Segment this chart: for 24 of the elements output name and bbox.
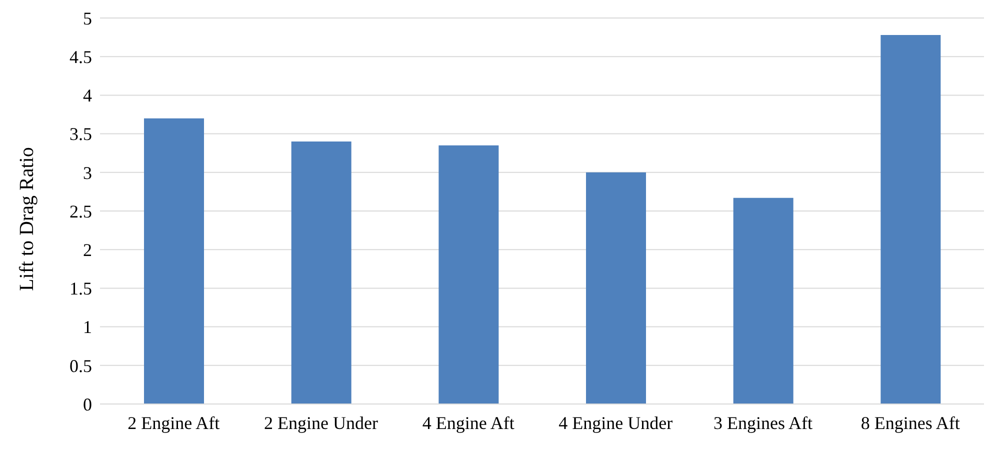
bar bbox=[586, 172, 646, 404]
bar bbox=[733, 198, 794, 404]
y-tick-label: 1.5 bbox=[70, 278, 92, 299]
x-tick-label: 4 Engine Aft bbox=[422, 412, 514, 433]
x-tick-label: 4 Engine Under bbox=[558, 412, 673, 433]
bar bbox=[438, 145, 499, 404]
x-tick-label: 2 Engine Under bbox=[264, 412, 378, 433]
y-tick-label: 5 bbox=[83, 8, 92, 28]
bar bbox=[144, 118, 204, 404]
y-tick-label: 3.5 bbox=[70, 124, 92, 144]
y-tick-label: 0.5 bbox=[70, 356, 92, 376]
x-tick-label: 8 Engines Aft bbox=[860, 412, 960, 433]
bar bbox=[880, 34, 941, 404]
x-tick-label: 3 Engines Aft bbox=[714, 412, 812, 433]
y-tick-label: 3 bbox=[83, 162, 92, 183]
bar bbox=[291, 142, 352, 404]
y-tick-label: 4 bbox=[83, 86, 92, 106]
y-tick-label: 0 bbox=[83, 394, 92, 414]
x-tick-label: 2 Engine Aft bbox=[128, 412, 220, 433]
y-tick-label: 2.5 bbox=[70, 201, 92, 222]
y-tick-label: 2 bbox=[83, 240, 92, 260]
y-axis-title: Lift to Drag Ratio bbox=[16, 147, 38, 291]
y-tick-label: 1 bbox=[83, 317, 92, 338]
y-tick-label: 4.5 bbox=[70, 46, 92, 67]
